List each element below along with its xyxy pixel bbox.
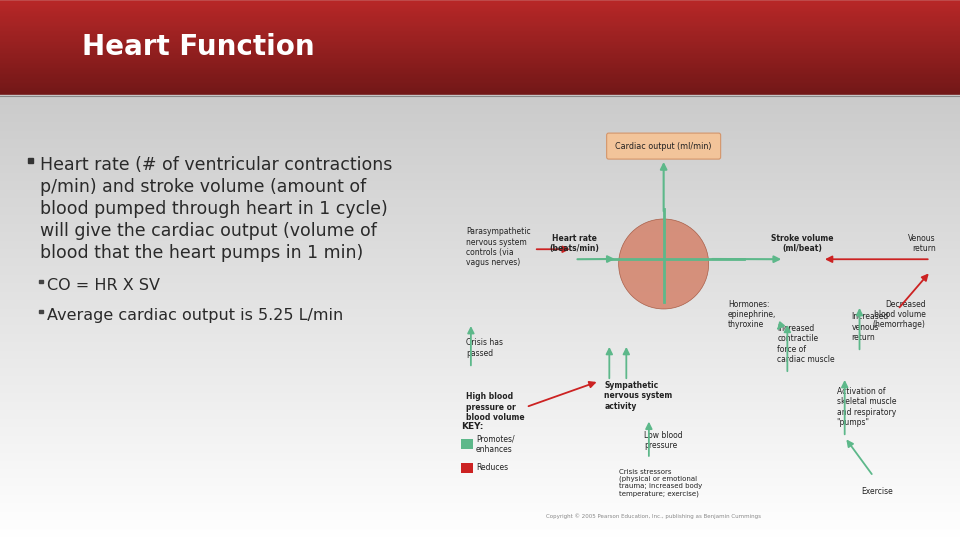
Text: Average cardiac output is 5.25 L/min: Average cardiac output is 5.25 L/min xyxy=(47,308,344,323)
Text: Copyright © 2005 Pearson Education, Inc., publishing as Benjamin Cummings: Copyright © 2005 Pearson Education, Inc.… xyxy=(546,514,761,519)
Text: Cardiac output (ml/min): Cardiac output (ml/min) xyxy=(615,141,712,151)
Text: Heart rate
(beats/min): Heart rate (beats/min) xyxy=(550,233,600,253)
Ellipse shape xyxy=(618,219,708,309)
Text: blood that the heart pumps in 1 min): blood that the heart pumps in 1 min) xyxy=(40,244,363,262)
Text: blood pumped through heart in 1 cycle): blood pumped through heart in 1 cycle) xyxy=(40,200,388,218)
Text: CO = HR X SV: CO = HR X SV xyxy=(47,278,160,293)
Text: p/min) and stroke volume (amount of: p/min) and stroke volume (amount of xyxy=(40,178,367,196)
Text: Increased
contractile
force of
cardiac muscle: Increased contractile force of cardiac m… xyxy=(778,324,835,364)
Bar xyxy=(39,309,42,313)
Text: Heart Function: Heart Function xyxy=(82,33,314,61)
Text: Parasympathetic
nervous system
controls (via
vagus nerves): Parasympathetic nervous system controls … xyxy=(466,227,531,267)
FancyBboxPatch shape xyxy=(607,133,721,159)
Text: KEY:: KEY: xyxy=(461,422,483,431)
Bar xyxy=(461,439,473,449)
Text: Heart rate (# of ventricular contractions: Heart rate (# of ventricular contraction… xyxy=(40,156,393,174)
Text: Exercise: Exercise xyxy=(861,487,893,496)
Text: Low blood
pressure: Low blood pressure xyxy=(644,431,683,450)
Text: Hormones:
epinephrine,
thyroxine: Hormones: epinephrine, thyroxine xyxy=(728,300,777,329)
Text: Venous
return: Venous return xyxy=(908,233,936,253)
Text: Increased
venous
return: Increased venous return xyxy=(852,312,889,342)
Text: Stroke volume
(ml/beat): Stroke volume (ml/beat) xyxy=(771,233,833,253)
Bar xyxy=(28,158,33,163)
Text: Crisis stressors
(physical or emotional
trauma; increased body
temperature; exer: Crisis stressors (physical or emotional … xyxy=(619,469,703,497)
Text: Sympathetic
nervous system
activity: Sympathetic nervous system activity xyxy=(605,381,673,411)
Text: High blood
pressure or
blood volume: High blood pressure or blood volume xyxy=(466,392,524,422)
Text: will give the cardiac output (volume of: will give the cardiac output (volume of xyxy=(40,222,377,240)
Bar xyxy=(461,463,473,473)
Text: Decreased
blood volume
(hemorrhage): Decreased blood volume (hemorrhage) xyxy=(873,300,925,329)
Text: Promotes/
enhances: Promotes/ enhances xyxy=(476,434,515,454)
Text: Crisis has
passed: Crisis has passed xyxy=(466,339,503,358)
Bar xyxy=(39,280,42,283)
Text: Reduces: Reduces xyxy=(476,463,508,472)
Text: Activation of
skeletal muscle
and respiratory
"pumps": Activation of skeletal muscle and respir… xyxy=(837,387,897,427)
